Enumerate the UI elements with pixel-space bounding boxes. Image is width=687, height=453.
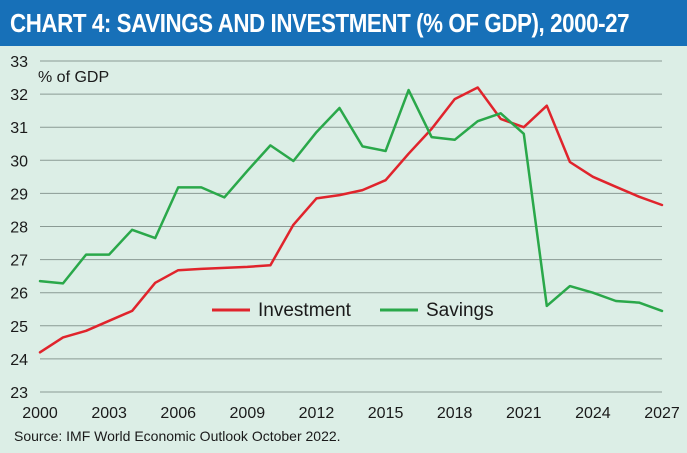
y-tick-label: 32 bbox=[10, 87, 28, 104]
y-tick-label: 30 bbox=[10, 153, 28, 170]
gridlines bbox=[40, 60, 662, 393]
legend-label-savings: Savings bbox=[426, 300, 494, 321]
x-tick-label: 2009 bbox=[230, 405, 266, 422]
y-tick-label: 33 bbox=[10, 54, 28, 71]
y-axis-label: % of GDP bbox=[38, 69, 109, 86]
source-note: Source: IMF World Economic Outlook Octob… bbox=[14, 428, 341, 444]
y-tick-label: 29 bbox=[10, 186, 28, 203]
x-tick-label: 2006 bbox=[160, 405, 196, 422]
x-tick-label: 2021 bbox=[506, 405, 542, 422]
y-tick-label: 23 bbox=[10, 385, 28, 402]
x-tick-label: 2000 bbox=[22, 405, 58, 422]
series-lines bbox=[38, 86, 664, 354]
y-tick-label: 25 bbox=[10, 319, 28, 336]
y-tick-label: 31 bbox=[10, 120, 28, 137]
x-tick-label: 2018 bbox=[437, 405, 473, 422]
y-tick-label: 28 bbox=[10, 220, 28, 237]
legend-label-investment: Investment bbox=[258, 300, 352, 321]
legend: Investment Savings bbox=[212, 300, 494, 321]
x-tick-label: 2024 bbox=[575, 405, 611, 422]
y-axis-ticks: 23 24 25 26 27 28 29 30 31 32 33 bbox=[10, 54, 28, 402]
y-tick-label: 27 bbox=[10, 253, 28, 270]
y-tick-label: 24 bbox=[10, 352, 28, 369]
x-tick-label: 2015 bbox=[368, 405, 404, 422]
x-axis-ticks: 2000 2003 2006 2009 2012 2015 2018 2021 2024 2027 bbox=[22, 405, 680, 422]
x-tick-label: 2003 bbox=[91, 405, 127, 422]
series-line-investment bbox=[38, 86, 664, 354]
y-tick-label: 26 bbox=[10, 286, 28, 303]
series-line-savings bbox=[38, 88, 664, 313]
chart-title: CHART 4: SAVINGS AND INVESTMENT (% OF GD… bbox=[10, 7, 630, 38]
x-tick-label: 2012 bbox=[299, 405, 335, 422]
x-tick-label: 2027 bbox=[644, 405, 680, 422]
chart-title-bar: CHART 4: SAVINGS AND INVESTMENT (% OF GD… bbox=[0, 0, 687, 46]
